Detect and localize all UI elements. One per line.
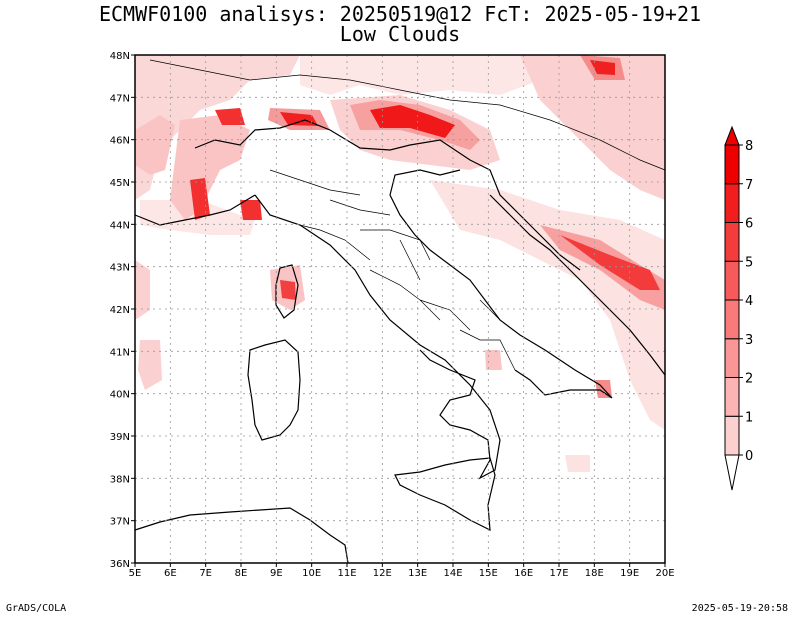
lon-tick-label: 7E (199, 568, 212, 579)
colorbar-segment (724, 260, 740, 301)
timestamp-label: 2025-05-19-20:58 (691, 603, 788, 614)
lat-axis: 36N 37N 38N 39N 40N 41N 42N 43N 44N 45N 46N 47N 48N (110, 51, 135, 570)
lon-axis: 5E 6E 7E 8E 9E 10E 11E 12E 13E 14E 15E 16E 17E 18E 19E… (129, 563, 675, 579)
colorbar: 0 1 2 3 4 5 6 7 8 (724, 125, 753, 491)
lon-tick-label: 8E (235, 568, 248, 579)
lat-tick-label: 39N (110, 432, 130, 443)
colorbar-segment (724, 377, 740, 417)
lon-tick-label: 20E (655, 568, 674, 579)
colorbar-segment (724, 183, 740, 223)
lon-tick-label: 19E (620, 568, 639, 579)
lon-tick-label: 5E (129, 568, 142, 579)
colorbar-label: 4 (745, 294, 753, 309)
colorbar-label: 2 (745, 372, 753, 387)
coastlines (134, 119, 666, 564)
lon-tick-label: 9E (270, 568, 283, 579)
map-subtitle: Low Clouds (339, 22, 461, 46)
lat-tick-label: 48N (110, 51, 130, 62)
lat-tick-label: 40N (110, 390, 130, 401)
colorbar-segment (724, 222, 740, 262)
lat-tick-label: 41N (110, 347, 130, 358)
lat-tick-label: 38N (110, 474, 130, 485)
colorbar-segment (724, 144, 740, 185)
lon-tick-label: 13E (408, 568, 427, 579)
lat-tick-label: 36N (110, 559, 130, 570)
lon-tick-label: 18E (585, 568, 604, 579)
colorbar-segment (724, 338, 740, 378)
colorbar-segment (724, 299, 740, 340)
colorbar-label: 8 (745, 139, 753, 154)
grid-lines (135, 55, 665, 563)
lat-tick-label: 37N (110, 517, 130, 528)
lon-tick-label: 10E (302, 568, 321, 579)
internal-borders (149, 59, 666, 371)
colorbar-under-arrow (724, 454, 740, 491)
colorbar-label: 6 (745, 217, 753, 232)
colorbar-label: 7 (745, 178, 753, 193)
credit-label: GrADS/COLA (6, 603, 67, 614)
lon-tick-label: 16E (514, 568, 533, 579)
colorbar-label: 0 (745, 449, 753, 464)
lat-tick-label: 44N (110, 220, 130, 231)
lon-tick-label: 15E (479, 568, 498, 579)
lat-tick-label: 47N (110, 93, 130, 104)
lon-tick-label: 14E (443, 568, 462, 579)
lon-tick-label: 6E (164, 568, 177, 579)
colorbar-segment (724, 415, 740, 456)
colorbar-over-arrow (724, 125, 740, 146)
lon-tick-label: 17E (549, 568, 568, 579)
colorbar-label: 5 (745, 255, 753, 270)
lat-tick-label: 46N (110, 136, 130, 147)
lat-tick-label: 43N (110, 263, 130, 274)
lat-tick-label: 42N (110, 305, 130, 316)
colorbar-label: 3 (745, 333, 753, 348)
colorbar-label: 1 (745, 410, 753, 425)
lon-tick-label: 12E (373, 568, 392, 579)
lon-tick-label: 11E (337, 568, 356, 579)
lat-tick-label: 45N (110, 178, 130, 189)
map-title: ECMWF0100 analisys: 20250519@12 FcT: 202… (98, 2, 702, 26)
